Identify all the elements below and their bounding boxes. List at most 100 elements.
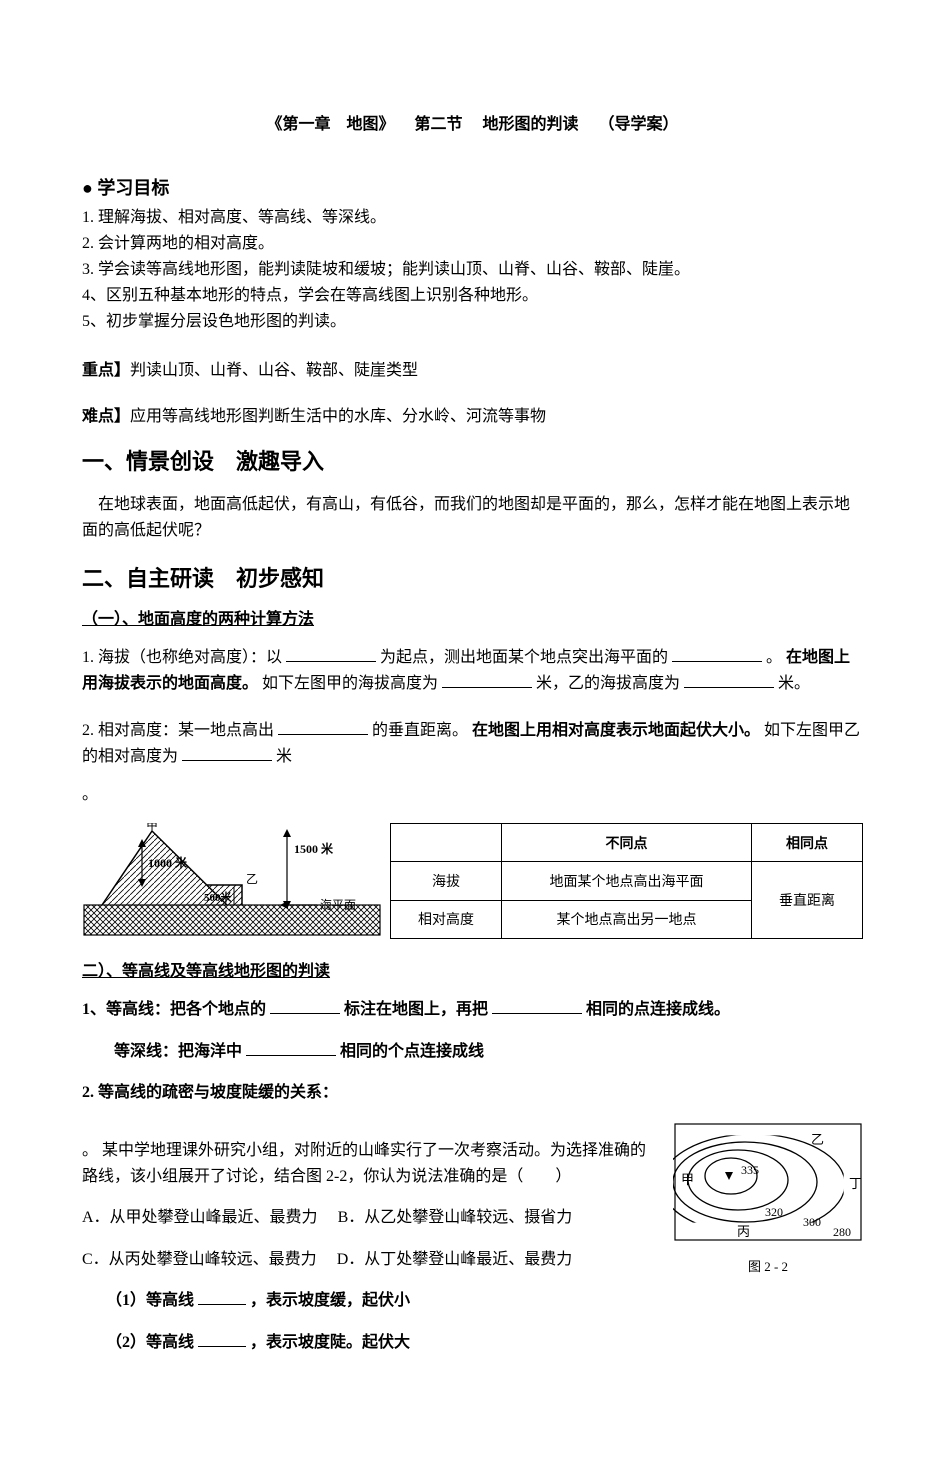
goal-item: 4、区别五种基本地形的特点，学会在等高线图上识别各种地形。	[82, 284, 863, 308]
title-chapter: 《第一章 地图》	[266, 116, 394, 133]
title-section: 第二节	[414, 116, 462, 133]
svg-text:1000 米: 1000 米	[148, 855, 188, 870]
text: （1）等高线	[106, 1292, 194, 1309]
text: 等深线：把海洋中	[114, 1043, 242, 1060]
difficult-point-label: 难点】	[82, 408, 130, 425]
option-d[interactable]: D．从丁处攀登山峰最近、最费力	[337, 1251, 573, 1268]
row-same: 垂直距离	[752, 862, 863, 939]
table-row: 不同点 相同点	[391, 824, 863, 862]
question-text-column: 。 某中学地理课外研究小组，对附近的山峰实行了一次考察活动。为选择准确的路线，该…	[82, 1122, 659, 1372]
text: 米。	[778, 675, 810, 692]
blank-field[interactable]	[278, 718, 368, 735]
blank-field[interactable]	[198, 1330, 246, 1347]
question-stem: 。 某中学地理课外研究小组，对附近的山峰实行了一次考察活动。为选择准确的路线，该…	[82, 1138, 659, 1189]
goal-item: 2. 会计算两地的相对高度。	[82, 232, 863, 256]
text: 相同的个点连接成线	[340, 1043, 484, 1060]
option-line: C．从丙处攀登山峰较远、最费力 D．从丁处攀登山峰最近、最费力	[82, 1247, 659, 1273]
goal-item: 3. 学会读等高线地形图，能判读陡坡和缓坡；能判读山顶、山脊、山谷、鞍部、陡崖。	[82, 258, 863, 282]
blank-field[interactable]	[286, 645, 376, 662]
section-2-heading: 二、自主研读 初步感知	[82, 561, 863, 593]
svg-text:甲: 甲	[681, 1172, 694, 1187]
option-b[interactable]: B．从乙处攀登山峰较远、摄省力	[338, 1209, 573, 1226]
text: （2）等高线	[106, 1334, 194, 1351]
title-paren: （导学案）	[599, 116, 679, 133]
learning-goals-list: 1. 理解海拔、相对高度、等高线、等深线。 2. 会计算两地的相对高度。 3. …	[82, 206, 863, 334]
blank-field[interactable]	[182, 744, 272, 761]
text: ，表示坡度陡。起伏大	[250, 1334, 410, 1351]
blank-field[interactable]	[198, 1288, 246, 1305]
text: 1. 海拔（也称绝对高度）：以	[82, 649, 282, 666]
key-point-text: 判读山顶、山脊、山谷、鞍部、陡崖类型	[130, 362, 418, 379]
learning-goals-header: ● 学习目标	[82, 174, 863, 200]
row-name: 海拔	[391, 862, 502, 900]
col-header-diff: 不同点	[502, 824, 752, 862]
key-point-line: 重点】判读山顶、山脊、山谷、鞍部、陡崖类型	[82, 356, 863, 380]
svg-text:320: 320	[765, 1205, 783, 1219]
blank-field[interactable]	[672, 645, 762, 662]
document-title: 《第一章 地图》 第二节 地形图的判读 （导学案）	[82, 110, 863, 134]
svg-text:280: 280	[833, 1225, 851, 1239]
blank-field[interactable]	[684, 671, 774, 688]
table-row: 海拔 地面某个地点高出海平面 垂直距离	[391, 862, 863, 900]
blank-field[interactable]	[270, 997, 340, 1014]
paragraph-relative-height: 2. 相对高度：某一地点高出 的垂直距离。 在地图上用相对高度表示地面起伏大小。…	[82, 718, 863, 769]
svg-text:乙: 乙	[246, 872, 258, 886]
svg-text:甲: 甲	[146, 823, 158, 832]
col-header-same: 相同点	[752, 824, 863, 862]
svg-text:乙: 乙	[811, 1132, 824, 1147]
text: 。	[766, 649, 782, 666]
text: 如下左图甲的海拔高度为	[262, 675, 438, 692]
option-line: A．从甲处攀登山峰最近、最费力 B．从乙处攀登山峰较远、摄省力	[82, 1205, 659, 1231]
option-a[interactable]: A．从甲处攀登山峰最近、最费力	[82, 1209, 318, 1226]
question-2-heading: 2. 等高线的疏密与坡度陡缓的关系：	[82, 1080, 863, 1106]
subsection-2-heading: 二）、等高线及等高线地形图的判读	[82, 957, 863, 981]
question-with-figure-row: 。 某中学地理课外研究小组，对附近的山峰实行了一次考察活动。为选择准确的路线，该…	[82, 1122, 863, 1372]
blank-field[interactable]	[442, 671, 532, 688]
section-1-paragraph: 在地球表面，地面高低起伏，有高山，有低谷，而我们的地图却是平面的，那么，怎样才能…	[82, 492, 863, 543]
text: 的垂直距离。	[372, 722, 468, 739]
title-topic: 地形图的判读	[483, 116, 579, 133]
text: 2. 相对高度：某一地点高出	[82, 722, 274, 739]
subsection-1-heading: （一）、地面高度的两种计算方法	[82, 605, 863, 629]
svg-text:丁: 丁	[849, 1176, 862, 1191]
row-diff: 地面某个地点高出海平面	[502, 862, 752, 900]
paragraph-isobath-def: 等深线：把海洋中 相同的个点连接成线	[82, 1039, 863, 1065]
text: 米，乙的海拔高度为	[536, 675, 680, 692]
row-diff: 某个地点高出另一地点	[502, 900, 752, 938]
difficult-point-text: 应用等高线地形图判断生活中的水库、分水岭、河流等事物	[130, 408, 546, 425]
difficult-point-line: 难点】应用等高线地形图判断生活中的水库、分水岭、河流等事物	[82, 402, 863, 426]
svg-text:丙: 丙	[737, 1224, 750, 1239]
row-name: 相对高度	[391, 900, 502, 938]
text: 标注在地图上，再把	[344, 1001, 488, 1018]
svg-text:海平面: 海平面	[320, 897, 356, 912]
goal-item: 1. 理解海拔、相对高度、等高线、等深线。	[82, 206, 863, 230]
text: 相同的点连接成线。	[586, 1001, 730, 1018]
paragraph-elevation: 1. 海拔（也称绝对高度）：以 为起点，测出地面某个地点突出海平面的 。 在地图…	[82, 645, 863, 696]
contour-figure: 335 320 300 280 甲 乙 丙 丁 图 2 - 2	[673, 1122, 863, 1275]
figure-caption: 图 2 - 2	[673, 1256, 863, 1275]
goal-item: 5、初步掌握分层设色地形图的判读。	[82, 310, 863, 334]
trailing-dot: 。	[82, 782, 863, 808]
diagram-with-table-row: 甲 乙 1500 米 1000 米 500米 海平面 不同点 相同点	[82, 823, 863, 939]
paragraph-contour-def: 1、等高线：把各个地点的 标注在地图上，再把 相同的点连接成线。	[82, 997, 863, 1023]
svg-text:300: 300	[803, 1215, 821, 1229]
document-page: 《第一章 地图》 第二节 地形图的判读 （导学案） ● 学习目标 1. 理解海拔…	[0, 0, 945, 1472]
section-1-heading: 一、情景创设 激趣导入	[82, 444, 863, 476]
elevation-diagram: 甲 乙 1500 米 1000 米 500米 海平面	[82, 823, 382, 939]
text-bold: 在地图上用相对高度表示地面起伏大小。	[472, 722, 760, 739]
svg-text:335: 335	[741, 1163, 759, 1177]
key-point-label: 重点】	[82, 362, 130, 379]
blank-field[interactable]	[492, 997, 582, 1014]
text: 1、等高线：把各个地点的	[82, 1001, 266, 1018]
blank-field[interactable]	[246, 1039, 336, 1056]
text: 米	[276, 748, 292, 765]
conclusion-2: （2）等高线 ，表示坡度陡。起伏大	[82, 1330, 659, 1356]
svg-text:500米: 500米	[204, 890, 233, 904]
text: 为起点，测出地面某个地点突出海平面的	[380, 649, 668, 666]
comparison-table: 不同点 相同点 海拔 地面某个地点高出海平面 垂直距离 相对高度 某个地点高出另…	[390, 823, 863, 939]
conclusion-1: （1）等高线 ，表示坡度缓，起伏小	[82, 1288, 659, 1314]
svg-text:1500 米: 1500 米	[294, 841, 334, 856]
text: ，表示坡度缓，起伏小	[250, 1292, 410, 1309]
option-c[interactable]: C．从丙处攀登山峰较远、最费力	[82, 1251, 317, 1268]
contour-map-icon: 335 320 300 280 甲 乙 丙 丁	[673, 1122, 863, 1252]
